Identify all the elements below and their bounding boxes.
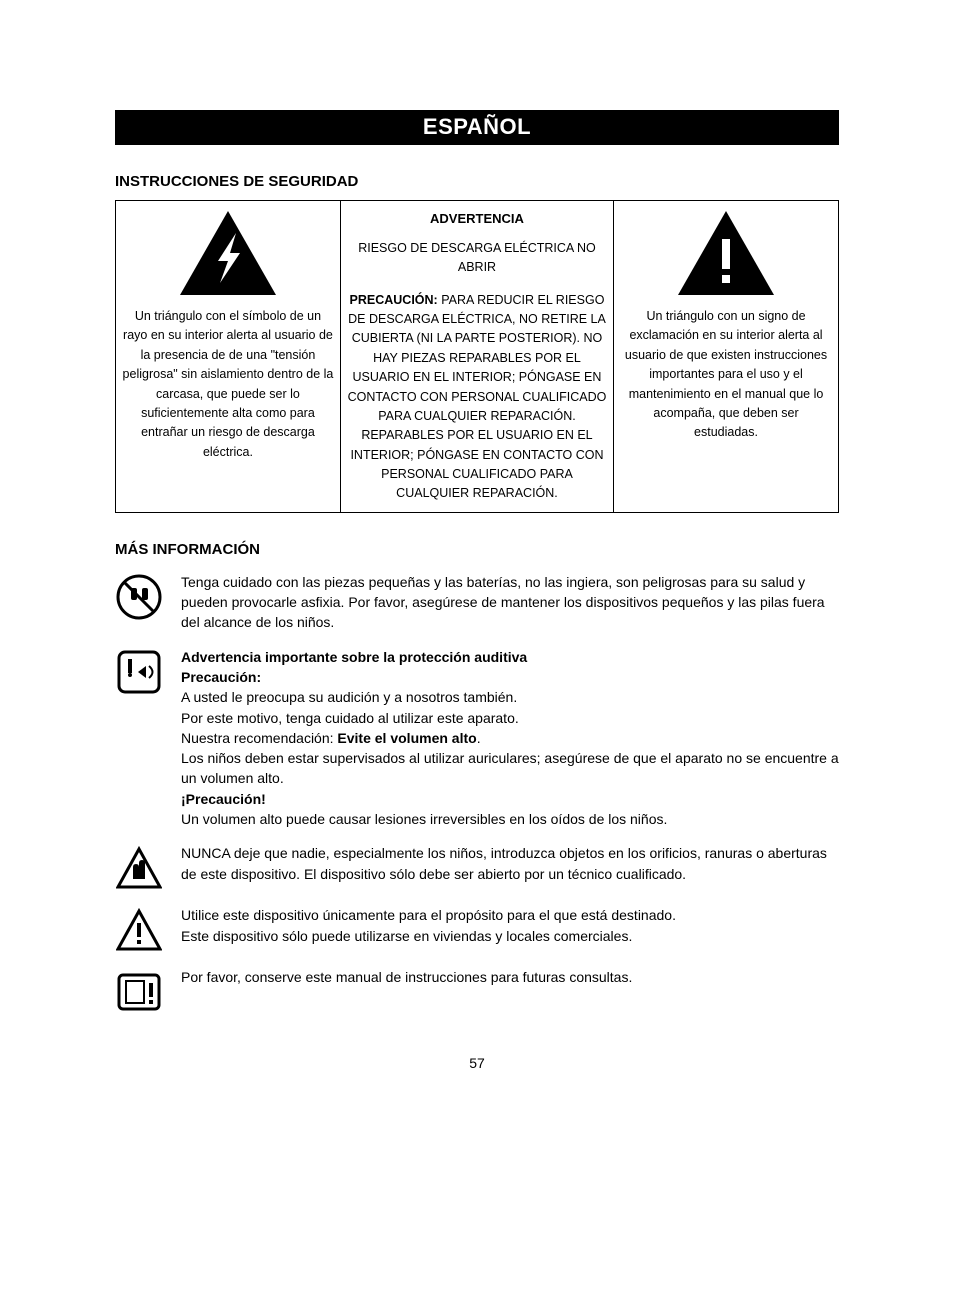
text-run: Utilice este dispositivo únicamente para…: [181, 907, 676, 923]
info-paragraph: Utilice este dispositivo únicamente para…: [181, 905, 839, 925]
info-paragraph: A usted le preocupa su audición y a noso…: [181, 687, 839, 707]
info-paragraph: Por este motivo, tenga cuidado al utiliz…: [181, 708, 839, 728]
info-row: Advertencia importante sobre la protecci…: [115, 647, 839, 830]
warning-subtitle: RIESGO DE DESCARGA ELÉCTRICA NO ABRIR: [347, 239, 607, 277]
info-paragraph: Advertencia importante sobre la protecci…: [181, 647, 839, 667]
info-paragraph: Nuestra recomendación: Evite el volumen …: [181, 728, 839, 748]
info-list: Tenga cuidado con las piezas pequeñas y …: [115, 572, 839, 1016]
warning-right-text: Un triángulo con un signo de exclamación…: [620, 307, 832, 443]
text-run: Los niños deben estar supervisados al ut…: [181, 750, 839, 786]
info-icon-wrap: [115, 843, 163, 891]
text-run: Por favor, conserve este manual de instr…: [181, 969, 632, 985]
info-text: Tenga cuidado con las piezas pequeñas y …: [181, 572, 839, 633]
info-paragraph: Tenga cuidado con las piezas pequeñas y …: [181, 572, 839, 633]
text-run: .: [477, 730, 481, 746]
warning-left-text: Un triángulo con el símbolo de un rayo e…: [122, 307, 334, 462]
text-run: Nuestra recomendación:: [181, 730, 337, 746]
info-paragraph: Por favor, conserve este manual de instr…: [181, 967, 839, 987]
text-run: NUNCA deje que nadie, especialmente los …: [181, 845, 827, 881]
text-run: Por este motivo, tenga cuidado al utiliz…: [181, 710, 519, 726]
info-icon-wrap: [115, 905, 163, 953]
text-run: Precaución:: [181, 669, 261, 685]
hearing-warning-icon: [116, 649, 162, 695]
info-row: NUNCA deje que nadie, especialmente los …: [115, 843, 839, 891]
warning-cell-mid: ADVERTENCIA RIESGO DE DESCARGA ELÉCTRICA…: [340, 201, 613, 513]
warning-body: PRECAUCIÓN: PARA REDUCIR EL RIESGO DE DE…: [348, 293, 607, 501]
info-paragraph: ¡Precaución!: [181, 789, 839, 809]
caution-triangle-icon: [116, 907, 162, 953]
text-run: Evite el volumen alto: [337, 730, 476, 746]
hand-triangle-icon: [116, 845, 162, 891]
caution-text: PARA REDUCIR EL RIESGO DE DESCARGA ELÉCT…: [348, 293, 607, 501]
info-paragraph: Los niños deben estar supervisados al ut…: [181, 748, 839, 789]
warning-title: ADVERTENCIA: [347, 209, 607, 229]
info-text: Utilice este dispositivo únicamente para…: [181, 905, 839, 953]
manual-keep-icon: [116, 969, 162, 1015]
text-run: Un volumen alto puede causar lesiones ir…: [181, 811, 667, 827]
info-paragraph: Este dispositivo sólo puede utilizarse e…: [181, 926, 839, 946]
info-text: Advertencia importante sobre la protecci…: [181, 647, 839, 830]
text-run: Tenga cuidado con las piezas pequeñas y …: [181, 574, 825, 631]
info-row: Por favor, conserve este manual de instr…: [115, 967, 839, 1015]
warning-table: Un triángulo con el símbolo de un rayo e…: [115, 200, 839, 513]
info-icon-wrap: [115, 572, 163, 633]
caution-label: PRECAUCIÓN:: [350, 293, 438, 307]
warning-cell-right: Un triángulo con un signo de exclamación…: [614, 201, 839, 513]
info-text: NUNCA deje que nadie, especialmente los …: [181, 843, 839, 891]
no-small-parts-icon: [116, 574, 162, 620]
warning-cell-left: Un triángulo con el símbolo de un rayo e…: [116, 201, 341, 513]
text-run: Advertencia importante sobre la protecci…: [181, 649, 527, 665]
text-run: Este dispositivo sólo puede utilizarse e…: [181, 928, 632, 944]
info-row: Tenga cuidado con las piezas pequeñas y …: [115, 572, 839, 633]
info-row: Utilice este dispositivo únicamente para…: [115, 905, 839, 953]
language-header: ESPAÑOL: [115, 110, 839, 145]
page: ESPAÑOL INSTRUCCIONES DE SEGURIDAD Un tr…: [0, 0, 954, 1111]
info-paragraph: Un volumen alto puede causar lesiones ir…: [181, 809, 839, 829]
section-heading-moreinfo: MÁS INFORMACIÓN: [115, 541, 839, 558]
info-paragraph: NUNCA deje que nadie, especialmente los …: [181, 843, 839, 884]
exclamation-triangle-icon: [676, 209, 776, 297]
info-paragraph: Precaución:: [181, 667, 839, 687]
info-icon-wrap: [115, 647, 163, 830]
text-run: A usted le preocupa su audición y a noso…: [181, 689, 517, 705]
page-number: 57: [115, 1055, 839, 1071]
info-text: Por favor, conserve este manual de instr…: [181, 967, 839, 1015]
text-run: ¡Precaución!: [181, 791, 266, 807]
info-icon-wrap: [115, 967, 163, 1015]
lightning-triangle-icon: [178, 209, 278, 297]
section-heading-safety: INSTRUCCIONES DE SEGURIDAD: [115, 173, 839, 190]
